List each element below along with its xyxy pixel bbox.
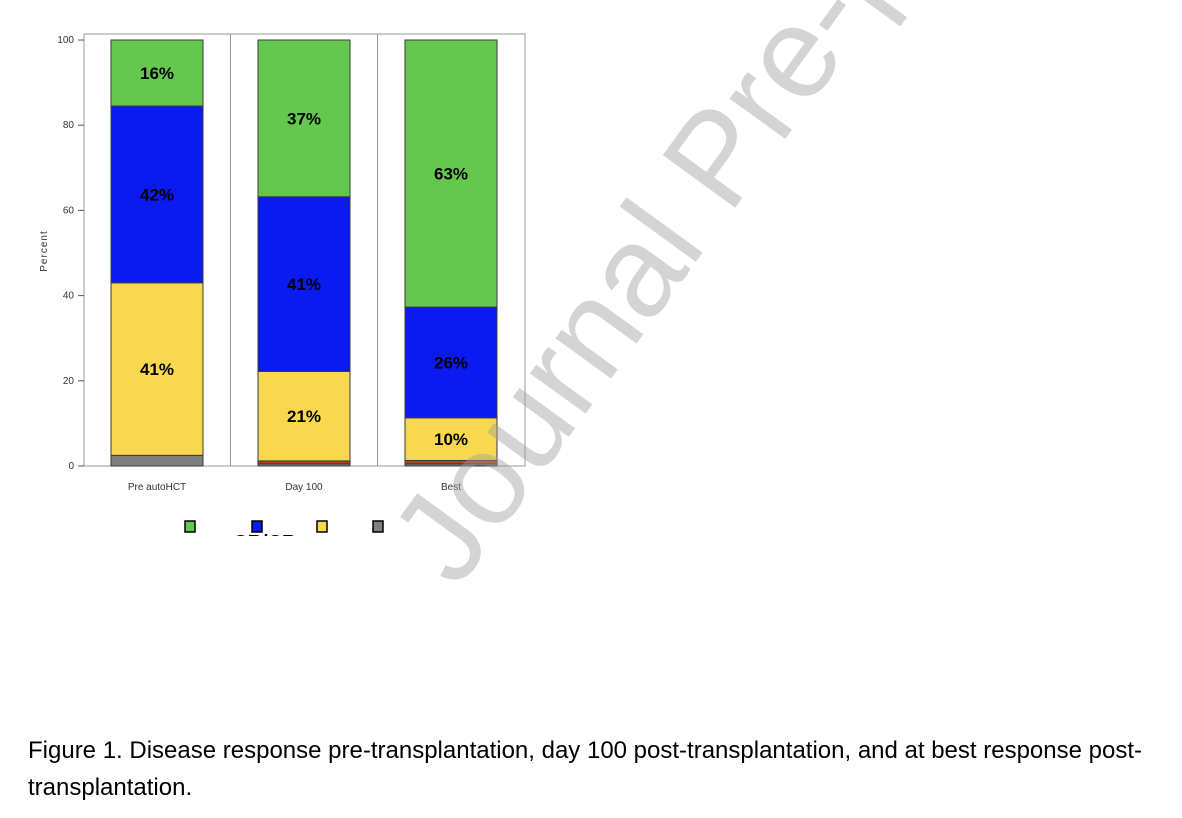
bar-segment (404, 306, 498, 419)
data-label: 26% (434, 353, 468, 372)
y-axis: 0 20 40 60 80 100 (57, 35, 84, 472)
legend: sCR/CR (184, 520, 384, 554)
x-category-label: Day 100 (285, 482, 323, 493)
data-label: 16% (140, 64, 174, 83)
bar-segment (404, 459, 498, 465)
legend-swatch (251, 520, 263, 533)
y-tick-label: 60 (63, 205, 75, 216)
legend-swatch (184, 520, 196, 533)
data-label: 21% (287, 407, 321, 426)
bar-segment (404, 39, 498, 308)
bar-segment (110, 39, 204, 107)
bars-group: 41% 42% 16% 21% 41% 37% 10% 26% 63% (110, 34, 498, 467)
y-tick-label: 20 (63, 376, 75, 387)
data-label: 37% (287, 109, 321, 128)
x-category-label: Pre autoHCT (128, 482, 186, 493)
y-tick-label: 0 (68, 461, 74, 472)
data-label: 10% (434, 430, 468, 449)
bar-segment (404, 417, 498, 461)
data-label: 41% (287, 275, 321, 294)
bar-segment (110, 454, 204, 467)
y-tick-label: 100 (57, 35, 74, 46)
legend-text: sCR/CR (222, 532, 297, 554)
data-label: 41% (140, 360, 174, 379)
y-axis-label: Percent (39, 230, 50, 271)
y-tick-label: 80 (63, 120, 75, 131)
bar-segment (257, 39, 351, 198)
bar-segment (257, 196, 351, 372)
legend-swatch (316, 520, 328, 533)
y-tick-label: 40 (63, 291, 75, 302)
x-category-label: Best (441, 482, 461, 493)
data-label: 42% (140, 185, 174, 204)
legend-swatch (372, 520, 384, 533)
bar-segment (257, 370, 351, 462)
x-axis-labels: Pre autoHCT Day 100 Best (128, 482, 461, 493)
data-label: 63% (434, 165, 468, 184)
bar-segment (110, 105, 204, 284)
figure-caption: Figure 1. Disease response pre-transplan… (28, 737, 1142, 801)
stacked-bar-chart: 0 20 40 60 80 100 41% 42% 16% 21% 41% 37% 10% 26% 63%… (39, 33, 526, 554)
